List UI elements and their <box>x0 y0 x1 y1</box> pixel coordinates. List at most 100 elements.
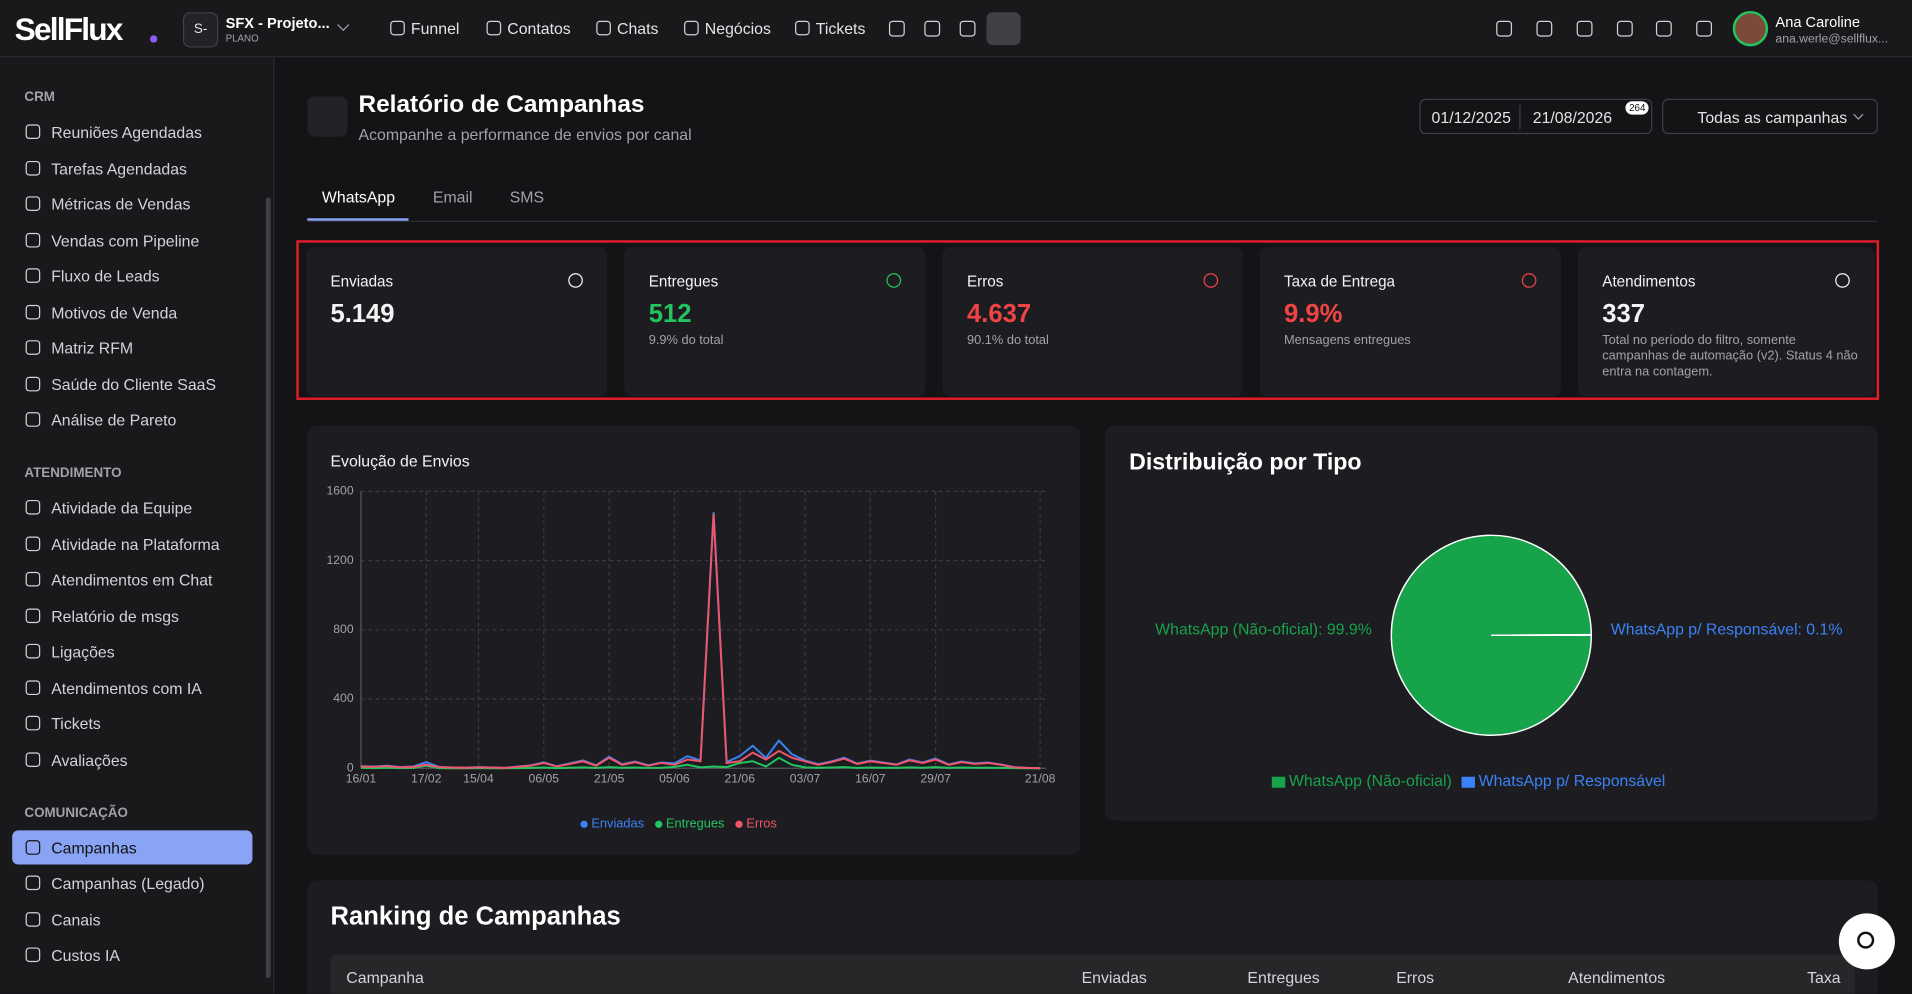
sidebar-label[interactable]: Avaliações <box>51 750 128 769</box>
nav-icon[interactable] <box>684 20 699 36</box>
toolbar-icon[interactable] <box>1696 20 1713 37</box>
nav-link[interactable]: Tickets <box>815 19 866 38</box>
sidebar-label[interactable]: Análise de Pareto <box>51 410 177 430</box>
nav-link[interactable]: Chats <box>617 19 659 38</box>
sidebar-item[interactable]: Motivos de Venda <box>12 294 252 328</box>
sidebar-label[interactable]: Matriz RFM <box>51 338 134 358</box>
sidebar-item[interactable]: Matriz RFM <box>12 330 252 364</box>
toolbar-icon[interactable] <box>924 20 941 37</box>
tab[interactable]: Email <box>432 187 473 207</box>
kpi-icon <box>886 273 902 288</box>
nav-link[interactable]: Negócios <box>704 19 771 38</box>
x-tick-label: 16/01 <box>346 771 377 785</box>
sidebar-item[interactable]: Reuniões Agendadas <box>12 115 252 149</box>
campaign-filter[interactable]: Todas as campanhas <box>1662 98 1878 135</box>
user-name[interactable]: Ana Caroline <box>1775 13 1861 31</box>
kpi-icon <box>1203 273 1219 288</box>
sidebar-label[interactable]: Campanhas (Legado) <box>51 874 205 893</box>
sidebar-icon <box>25 679 41 695</box>
date-end[interactable]: 21/08/2026 <box>1532 108 1613 127</box>
sidebar-label[interactable]: Atividade da Equipe <box>51 498 193 518</box>
sidebar-item[interactable]: Saúde do Cliente SaaS <box>12 366 252 400</box>
date-range[interactable]: 01/12/2025 21/08/2026 <box>1419 98 1653 135</box>
nav-icon[interactable] <box>486 20 502 36</box>
sidebar-label[interactable]: Reuniões Agendadas <box>51 123 202 142</box>
kpi-icon <box>568 273 583 288</box>
sidebar-label[interactable]: Tickets <box>51 714 101 733</box>
help-icon[interactable] <box>1857 931 1875 949</box>
sidebar-label[interactable]: Saúde do Cliente SaaS <box>51 374 217 394</box>
tab[interactable]: WhatsApp <box>321 187 396 207</box>
kpi-value: 4.637 <box>966 299 1032 329</box>
nav-icon[interactable] <box>596 20 611 36</box>
sidebar-item[interactable]: Vendas com Pipeline <box>12 223 252 257</box>
date-start[interactable]: 01/12/2025 <box>1431 108 1511 127</box>
sidebar-item[interactable]: Custos IA <box>12 938 252 972</box>
sidebar-icon <box>25 947 41 963</box>
sidebar-label[interactable]: Motivos de Venda <box>51 303 178 322</box>
toolbar-icon[interactable] <box>888 20 905 37</box>
kpi-label: Taxa de Entrega <box>1284 273 1396 291</box>
avatar[interactable] <box>1732 10 1769 47</box>
sidebar-label[interactable]: Ligações <box>51 642 115 661</box>
kpi-value: 9.9% <box>1284 299 1343 329</box>
toolbar-icon[interactable] <box>1576 20 1593 37</box>
sidebar-item[interactable]: Atividade na Plataforma <box>12 526 252 560</box>
toolbar-icon[interactable] <box>959 20 976 37</box>
brand-dot <box>149 35 158 43</box>
sidebar-item[interactable]: Campanhas (Legado) <box>12 866 252 900</box>
sidebar-item[interactable]: Atividade da Equipe <box>12 490 252 524</box>
sidebar-label[interactable]: Atendimentos em Chat <box>51 570 213 589</box>
sidebar-item[interactable]: Canais <box>12 902 252 936</box>
sidebar-label[interactable]: Atendimentos com IA <box>51 678 202 697</box>
workspace-name[interactable]: SFX - Projeto... <box>225 14 330 32</box>
help-button[interactable] <box>1838 913 1895 970</box>
sidebar-label[interactable]: Relatório de msgs <box>51 606 179 625</box>
toolbar-icon[interactable] <box>1616 20 1633 37</box>
sidebar-item[interactable]: Avaliações <box>12 742 252 776</box>
x-tick-label: 21/08 <box>1025 771 1056 785</box>
badge: 264 <box>1625 101 1650 115</box>
filter-label[interactable]: Todas as campanhas <box>1697 108 1848 127</box>
sidebar-item[interactable]: Tickets <box>12 706 252 740</box>
sidebar-label[interactable]: Vendas com Pipeline <box>51 231 200 250</box>
x-tick-label: 16/07 <box>855 771 886 785</box>
reports-button[interactable] <box>986 12 1021 46</box>
tab[interactable]: SMS <box>509 187 545 207</box>
sidebar-label[interactable]: Campanhas <box>51 838 137 857</box>
toolbar-icon[interactable] <box>1536 20 1553 37</box>
sidebar-icon <box>25 875 41 891</box>
sidebar-item[interactable]: Fluxo de Leads <box>12 259 252 293</box>
kpi-value: 337 <box>1602 299 1646 329</box>
sidebar-item[interactable]: Atendimentos em Chat <box>12 562 252 596</box>
sidebar-item[interactable]: Tarefas Agendadas <box>12 151 252 185</box>
nav-link[interactable]: Funnel <box>410 19 460 38</box>
sidebar-icon <box>25 499 41 515</box>
sidebar-item[interactable]: Métricas de Vendas <box>12 187 252 221</box>
sidebar-label[interactable]: Canais <box>51 910 101 929</box>
legend-label: Erros <box>746 816 777 831</box>
sidebar-icon <box>25 340 41 355</box>
toolbar-icon[interactable] <box>1655 20 1672 37</box>
sidebar-label[interactable]: Custos IA <box>51 946 120 965</box>
sidebar-label[interactable]: Atividade na Plataforma <box>51 534 220 553</box>
nav-icon[interactable] <box>795 20 810 36</box>
series-line <box>360 512 1041 770</box>
toolbar-icon[interactable] <box>1496 20 1513 37</box>
sidebar-label[interactable]: Tarefas Agendadas <box>51 159 187 178</box>
nav-icon[interactable] <box>390 20 405 36</box>
legend-label: WhatsApp p/ Responsável <box>1479 773 1666 790</box>
sidebar-icon <box>25 751 41 767</box>
sidebar-item[interactable]: Relatório de msgs <box>12 598 252 632</box>
sidebar-item[interactable]: Análise de Pareto <box>12 402 252 436</box>
page-title: Relatório de Campanhas <box>358 91 645 119</box>
sidebar-label[interactable]: Métricas de Vendas <box>51 195 191 214</box>
sidebar-item[interactable]: Atendimentos com IA <box>12 670 252 704</box>
nav-link[interactable]: Contatos <box>507 19 571 38</box>
brand-logo[interactable]: SellFlux <box>14 10 124 48</box>
sidebar-item[interactable]: Ligações <box>12 634 252 668</box>
sidebar-label[interactable]: Fluxo de Leads <box>51 267 160 286</box>
sidebar-item[interactable]: Campanhas <box>12 829 253 864</box>
workspace-badge[interactable]: S- <box>182 12 219 48</box>
